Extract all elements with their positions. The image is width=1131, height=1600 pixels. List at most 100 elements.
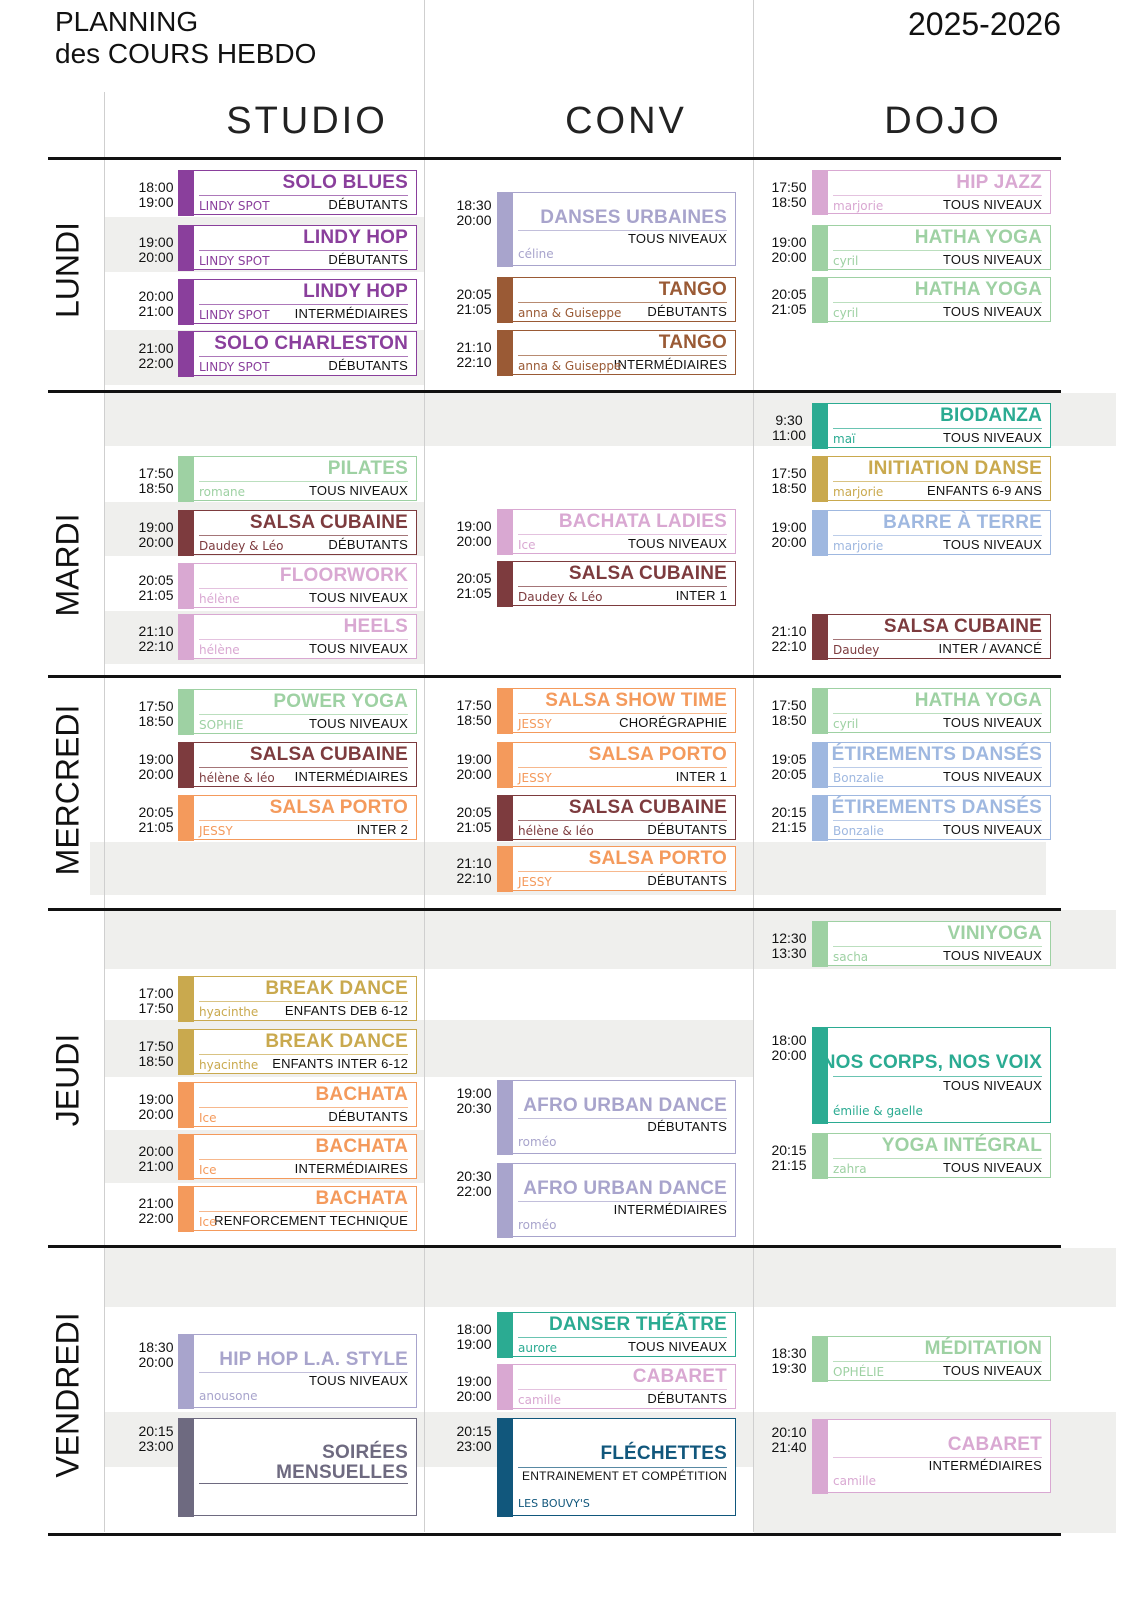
class-card-salsa-porto[interactable]: SALSA PORTO INTER 2 JESSY	[177, 794, 417, 841]
class-name: SALSA PORTO	[588, 848, 727, 869]
class-divider	[518, 302, 727, 303]
class-card-danses-urbaines[interactable]: DANSES URBAINES TOUS NIVEAUX céline	[496, 191, 736, 267]
class-level: DÉBUTANTS	[647, 822, 727, 837]
class-card-power-yoga[interactable]: POWER YOGA TOUS NIVEAUX SOPHIE	[177, 688, 417, 735]
class-card-tango[interactable]: TANGO INTERMÉDIAIRES anna & Guiseppe	[496, 329, 736, 376]
class-time: 19:00 20:00	[456, 1373, 492, 1404]
class-color-bar	[496, 276, 513, 323]
class-card-tirements-dans-s[interactable]: ÉTIREMENTS DANSÉS TOUS NIVEAUX Bonzalie	[811, 741, 1051, 788]
class-level: DÉBUTANTS	[328, 1109, 408, 1124]
class-color-bar	[177, 455, 194, 502]
class-card-salsa-show-time[interactable]: SALSA SHOW TIME CHORÉGRAPHIE JESSY	[496, 687, 736, 734]
class-card-bachata[interactable]: BACHATA DÉBUTANTS Ice	[177, 1081, 417, 1128]
class-time: 20:15 21:15	[771, 804, 807, 835]
class-card-lindy-hop[interactable]: LINDY HOP DÉBUTANTS LINDY SPOT	[177, 224, 417, 271]
class-color-bar	[177, 794, 194, 841]
class-card-salsa-porto[interactable]: SALSA PORTO DÉBUTANTS JESSY	[496, 845, 736, 892]
class-card-yoga-int-gral[interactable]: YOGA INTÉGRAL TOUS NIVEAUX zahra	[811, 1132, 1051, 1179]
class-level: DÉBUTANTS	[328, 537, 408, 552]
class-card-hip-jazz[interactable]: HIP JAZZ TOUS NIVEAUX marjorie	[811, 169, 1051, 215]
class-color-bar	[496, 1311, 513, 1358]
class-level: DÉBUTANTS	[647, 1119, 727, 1134]
class-card-break-dance[interactable]: BREAK DANCE ENFANTS DEB 6-12 hyacinthe	[177, 975, 417, 1022]
class-card-floorwork[interactable]: FLOORWORK TOUS NIVEAUX hélène	[177, 562, 417, 609]
class-name: SOLO CHARLESTON	[214, 333, 408, 354]
class-card-bachata-ladies[interactable]: BACHATA LADIES TOUS NIVEAUX Ice	[496, 508, 736, 555]
class-card-afro-urban-dance[interactable]: AFRO URBAN DANCE DÉBUTANTS roméo	[496, 1079, 736, 1155]
class-card-bachata[interactable]: BACHATA INTERMÉDIAIRES Ice	[177, 1133, 417, 1180]
class-name: SALSA CUBAINE	[568, 797, 727, 818]
class-card-cabaret[interactable]: CABARET INTERMÉDIAIRES camille	[811, 1418, 1051, 1494]
class-level: TOUS NIVEAUX	[943, 822, 1042, 837]
class-card-nos-corps-nos-voix[interactable]: NOS CORPS, NOS VOIX TOUS NIVEAUX émilie & …	[811, 1026, 1051, 1124]
day-label-mardi: MARDI	[49, 513, 86, 617]
class-card-fl-chettes[interactable]: FLÉCHETTES ENTRAINEMENT ET COMPÉTITION LES…	[496, 1417, 736, 1517]
class-name: BARRE À TERRE	[883, 512, 1042, 533]
class-level: TOUS NIVEAUX	[943, 948, 1042, 963]
class-instructor: LINDY SPOT	[199, 308, 270, 322]
class-level: TOUS NIVEAUX	[943, 304, 1042, 319]
class-card-tirements-dans-s[interactable]: ÉTIREMENTS DANSÉS TOUS NIVEAUX Bonzalie	[811, 794, 1051, 841]
class-card-salsa-porto[interactable]: SALSA PORTO INTER 1 JESSY	[496, 741, 736, 788]
class-card-solo-charleston[interactable]: SOLO CHARLESTON DÉBUTANTS LINDY SPOT	[177, 330, 417, 377]
class-card-tango[interactable]: TANGO DÉBUTANTS anna & Guiseppe	[496, 276, 736, 323]
class-card-heels[interactable]: HEELS TOUS NIVEAUX hélène	[177, 613, 417, 660]
class-name: SALSA CUBAINE	[249, 512, 408, 533]
class-instructor: hélène	[199, 643, 240, 657]
class-card-biodanza[interactable]: BIODANZA TOUS NIVEAUX maï	[811, 402, 1051, 449]
class-level: TOUS NIVEAUX	[628, 231, 727, 246]
class-card-hatha-yoga[interactable]: HATHA YOGA TOUS NIVEAUX cyril	[811, 224, 1051, 271]
class-level: TOUS NIVEAUX	[943, 252, 1042, 267]
class-card-solo-blues[interactable]: SOLO BLUES DÉBUTANTS LINDY SPOT	[177, 169, 417, 216]
class-instructor: cyril	[833, 306, 859, 320]
class-color-bar	[496, 508, 513, 555]
class-name: FLÉCHETTES	[600, 1443, 727, 1464]
class-name: HEELS	[343, 616, 408, 637]
row-band	[105, 1248, 1116, 1307]
class-level: CHORÉGRAPHIE	[619, 715, 727, 730]
class-divider	[518, 586, 727, 587]
class-card-soir-es-mensuelles[interactable]: SOIRÉES MENSUELLES	[177, 1417, 417, 1517]
class-card-viniyoga[interactable]: VINIYOGA TOUS NIVEAUX sacha	[811, 920, 1051, 967]
class-color-bar	[177, 562, 194, 609]
class-card-m-ditation[interactable]: MÉDITATION TOUS NIVEAUX OPHÉLIE	[811, 1335, 1051, 1382]
class-card-initiation-danse[interactable]: INITIATION DANSE ENFANTS 6-9 ANS marjorie	[811, 455, 1051, 502]
class-card-pilates[interactable]: PILATES TOUS NIVEAUX romane	[177, 455, 417, 502]
class-name: VINIYOGA	[947, 923, 1042, 944]
class-card-salsa-cubaine[interactable]: SALSA CUBAINE INTER 1 Daudey & Léo	[496, 560, 736, 607]
class-level: TOUS NIVEAUX	[943, 430, 1042, 445]
class-card-salsa-cubaine[interactable]: SALSA CUBAINE INTER / AVANCÉ Daudey	[811, 613, 1051, 660]
class-instructor: LINDY SPOT	[199, 199, 270, 213]
class-divider	[199, 535, 408, 536]
class-card-cabaret[interactable]: CABARET DÉBUTANTS camille	[496, 1363, 736, 1410]
class-name: BREAK DANCE	[265, 978, 408, 999]
class-time: 18:30 19:30	[771, 1345, 807, 1376]
class-card-salsa-cubaine[interactable]: SALSA CUBAINE DÉBUTANTS hélène & léo	[496, 794, 736, 841]
class-time: 19:00 20:00	[138, 1091, 174, 1122]
class-level: TOUS NIVEAUX	[943, 537, 1042, 552]
class-name: ÉTIREMENTS DANSÉS	[831, 797, 1042, 818]
class-color-bar	[177, 1028, 194, 1075]
class-card-barre-terre[interactable]: BARRE À TERRE TOUS NIVEAUX marjorie	[811, 509, 1051, 556]
class-color-bar	[811, 920, 828, 967]
class-divider	[518, 534, 727, 535]
class-divider	[199, 304, 408, 305]
class-card-hip-hop-l-a-style[interactable]: HIP HOP L.A. STYLE TOUS NIVEAUX anousone	[177, 1333, 417, 1409]
class-card-salsa-cubaine[interactable]: SALSA CUBAINE INTERMÉDIAIRES hélène & léo	[177, 741, 417, 788]
class-card-break-dance[interactable]: BREAK DANCE ENFANTS INTER 6-12 hyacinthe	[177, 1028, 417, 1075]
class-card-bachata[interactable]: BACHATA RENFORCEMENT TECHNIQUE Ice	[177, 1185, 417, 1232]
class-card-salsa-cubaine[interactable]: SALSA CUBAINE DÉBUTANTS Daudey & Léo	[177, 509, 417, 556]
class-name: NOS CORPS, NOS VOIX	[821, 1052, 1042, 1073]
class-card-hatha-yoga[interactable]: HATHA YOGA TOUS NIVEAUX cyril	[811, 276, 1051, 323]
room-header-dojo: DOJO	[884, 100, 1002, 142]
class-card-danser-th-tre[interactable]: DANSER THÉÂTRE TOUS NIVEAUX aurore	[496, 1311, 736, 1358]
class-card-afro-urban-dance[interactable]: AFRO URBAN DANCE INTERMÉDIAIRES roméo	[496, 1162, 736, 1238]
class-color-bar	[177, 509, 194, 556]
class-time: 20:00 21:00	[138, 288, 174, 319]
class-time: 19:00 20:00	[456, 518, 492, 549]
class-time: 18:30 20:00	[456, 197, 492, 228]
class-card-lindy-hop[interactable]: LINDY HOP INTERMÉDIAIRES LINDY SPOT	[177, 278, 417, 325]
class-card-hatha-yoga[interactable]: HATHA YOGA TOUS NIVEAUX cyril	[811, 687, 1051, 734]
class-color-bar	[496, 1079, 513, 1155]
room-header-conv: CONV	[565, 100, 687, 142]
